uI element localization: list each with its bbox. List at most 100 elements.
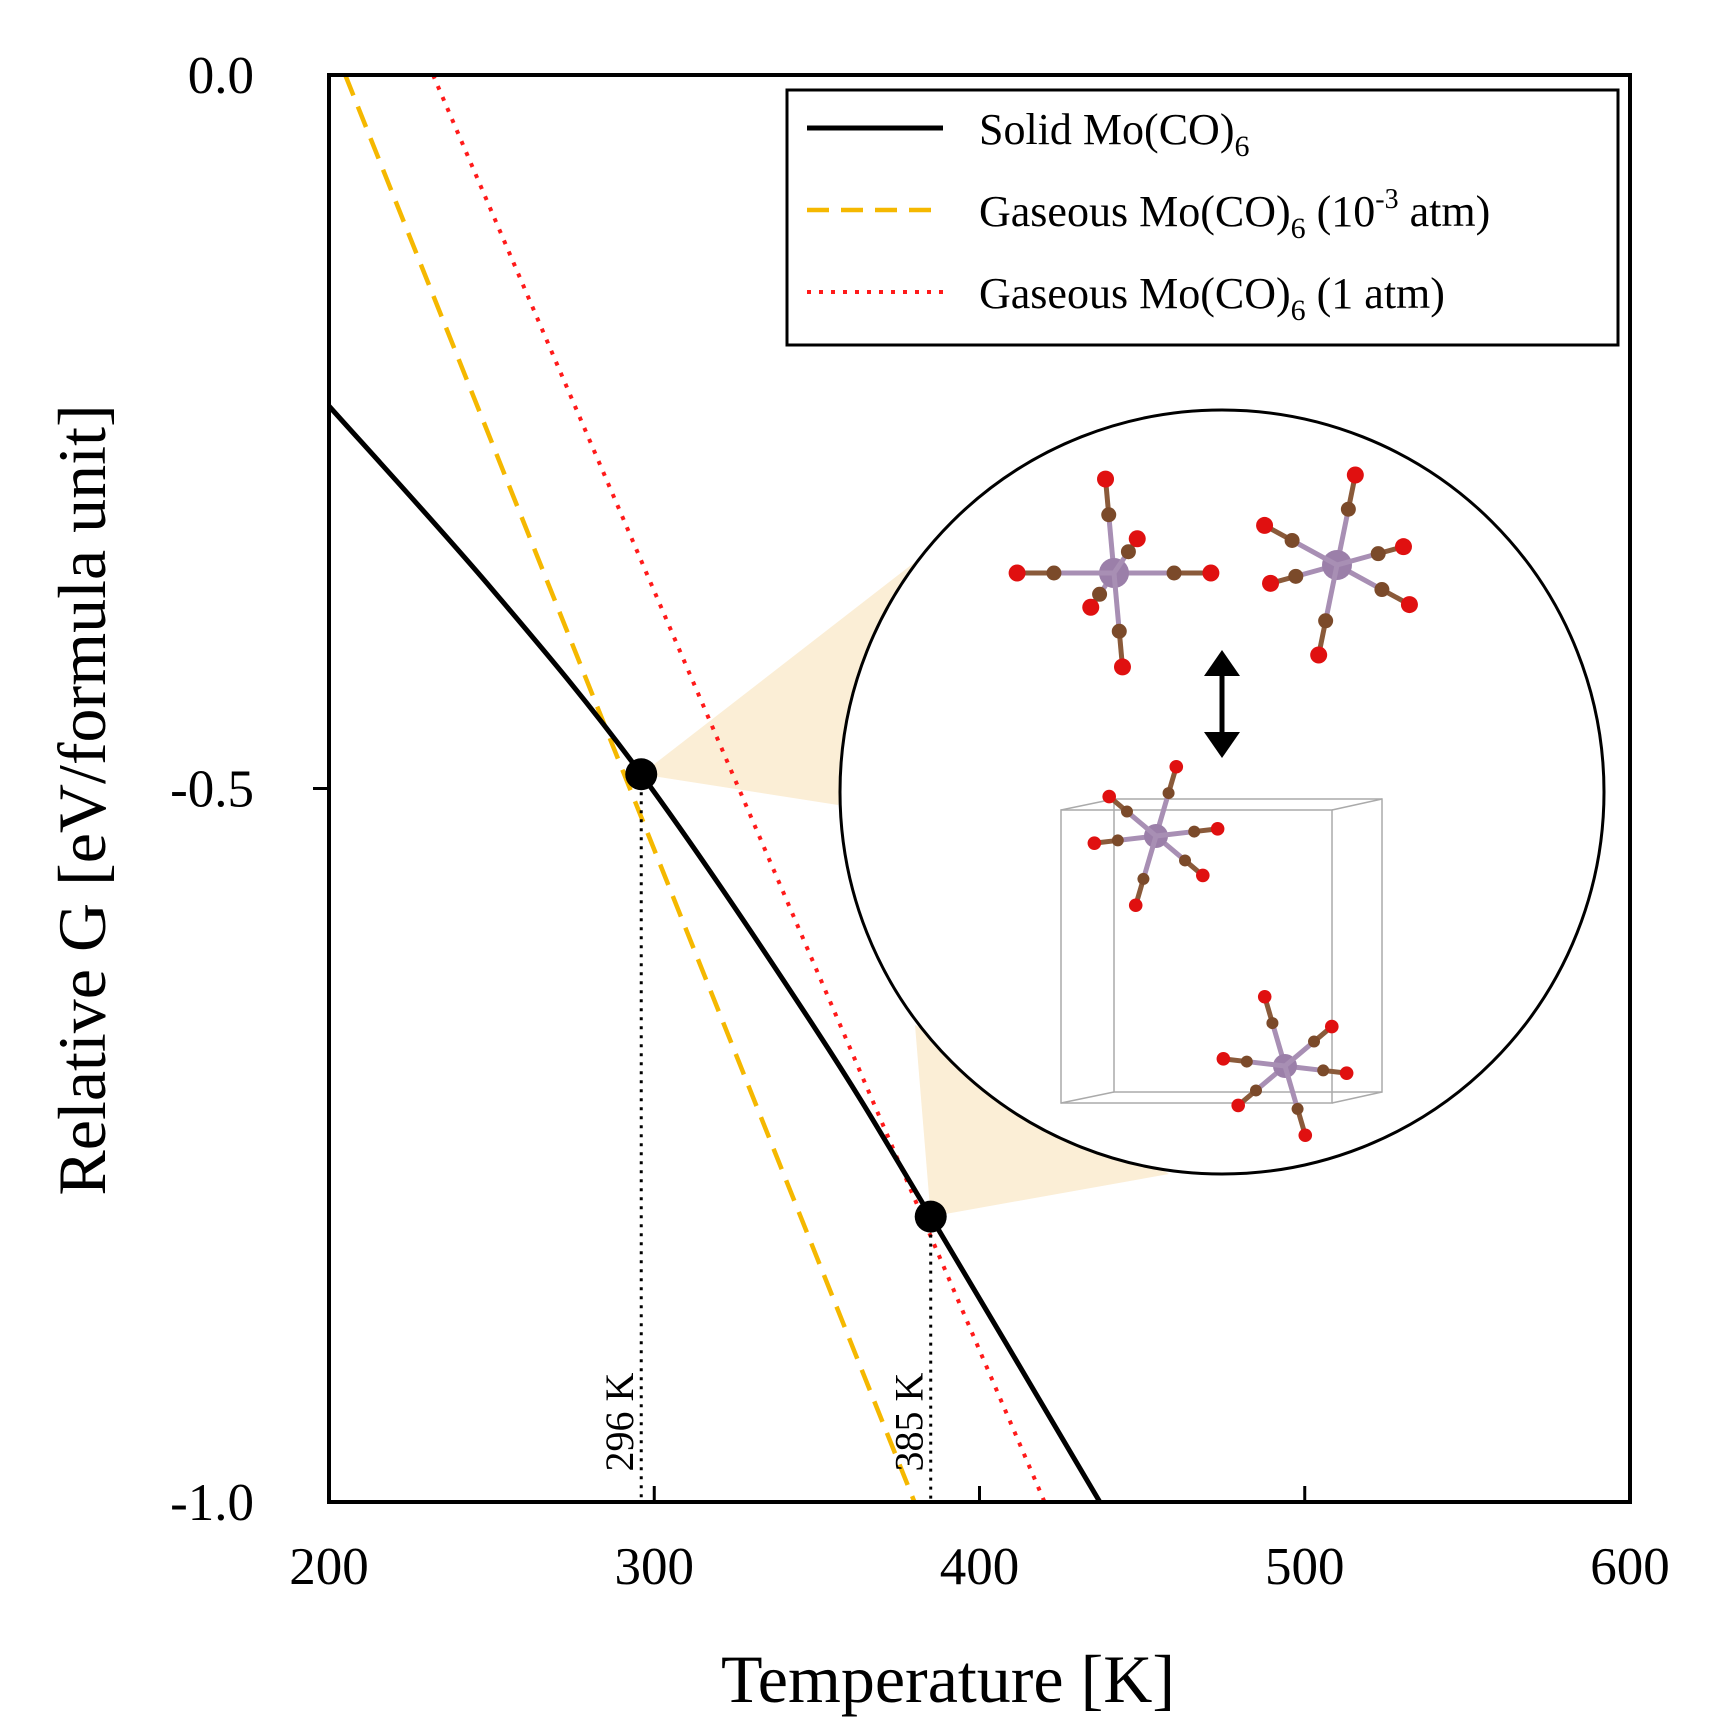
oxygen-atom xyxy=(1346,466,1364,484)
mo-c-bond xyxy=(1282,1065,1300,1110)
legend-label-part: (10 xyxy=(1306,187,1376,236)
carbon-atom xyxy=(1370,546,1386,562)
oxygen-atom xyxy=(1113,658,1131,676)
legend-label-part: Solid Mo(CO) xyxy=(979,105,1234,154)
x-tick-label: 500 xyxy=(1265,1538,1345,1596)
transition-markers: 296 K 385 K xyxy=(597,758,947,1502)
x-tick-label: 600 xyxy=(1590,1538,1670,1596)
oxygen-atom xyxy=(1257,989,1272,1004)
y-tick-label: -1.0 xyxy=(170,1474,254,1532)
carbon-atom xyxy=(1284,532,1300,548)
carbon-atom xyxy=(1162,787,1175,800)
mo-c-bond xyxy=(1283,1039,1316,1068)
mo-c-bond xyxy=(1246,1059,1286,1069)
oxygen-atom xyxy=(1102,789,1117,804)
legend-label: Solid Mo(CO)6 xyxy=(979,105,1249,163)
carbon-atom xyxy=(1111,834,1124,847)
oxygen-atom xyxy=(1394,538,1412,556)
oxygen-atom xyxy=(1128,530,1146,548)
oxygen-atom xyxy=(1082,598,1100,616)
oxygen-atom xyxy=(1324,1019,1339,1034)
x-tick-label: 200 xyxy=(289,1538,369,1596)
oxygen-atom xyxy=(1195,868,1210,883)
series-layer xyxy=(327,74,1102,1504)
mo-co6-molecule xyxy=(1087,759,1225,913)
oxygen-atom xyxy=(1087,836,1102,850)
legend-label: Gaseous Mo(CO)6 (10-3 atm) xyxy=(979,184,1490,245)
x-axis-label: Temperature [K] xyxy=(721,1641,1175,1717)
oxygen-atom xyxy=(1339,1066,1354,1080)
carbon-atom xyxy=(1317,1064,1330,1077)
oxygen-atom xyxy=(1298,1128,1313,1143)
x-tick-label: 400 xyxy=(940,1538,1020,1596)
axis-ticks: 200 300 400 500 600 0.0 -0.5 -1.0 xyxy=(170,47,1670,1596)
carbon-atom xyxy=(1266,1017,1279,1030)
legend-label-part: (1 atm) xyxy=(1306,269,1445,318)
legend-label-part: -3 xyxy=(1375,184,1398,215)
legend-label-part: atm) xyxy=(1399,187,1491,236)
mo-c-bond xyxy=(1155,829,1195,839)
oxygen-atom xyxy=(1216,1052,1231,1066)
series-line-solid xyxy=(327,404,1102,1504)
legend-label: Gaseous Mo(CO)6 (1 atm) xyxy=(979,269,1445,327)
carbon-atom xyxy=(1179,854,1192,867)
mo-c-bond xyxy=(1125,809,1158,838)
transition-point xyxy=(625,758,658,791)
oxygen-atom xyxy=(1256,516,1274,534)
carbon-atom xyxy=(1291,1102,1304,1115)
oxygen-atom xyxy=(1310,646,1328,664)
carbon-atom xyxy=(1188,825,1201,838)
y-axis-label: Relative G [eV/formula unit] xyxy=(44,404,120,1195)
oxygen-atom xyxy=(1400,596,1418,614)
carbon-atom xyxy=(1340,501,1356,517)
legend-label-part: Gaseous Mo(CO) xyxy=(979,269,1291,318)
double-arrow-icon xyxy=(1204,650,1240,758)
series-line-dashed xyxy=(343,74,917,1503)
carbon-atom xyxy=(1288,568,1304,584)
y-tick-label: -0.5 xyxy=(170,761,254,819)
mo-c-bond xyxy=(1290,538,1339,568)
carbon-atom xyxy=(1249,1084,1262,1097)
mo-c-bond xyxy=(1111,572,1122,632)
oxygen-atom xyxy=(1097,470,1115,488)
oxygen-atom xyxy=(1202,564,1220,582)
y-tick-label: 0.0 xyxy=(188,47,254,105)
carbon-atom xyxy=(1101,507,1117,523)
mo-co6-molecule xyxy=(1216,989,1354,1143)
mo-co6-molecule xyxy=(1008,470,1220,676)
legend-label-part: 6 xyxy=(1291,212,1306,245)
oxygen-atom xyxy=(1210,822,1225,836)
unit-cell-box xyxy=(1060,798,1383,1104)
transition-label: 296 K xyxy=(597,1372,642,1471)
x-tick-label: 300 xyxy=(615,1538,695,1596)
oxygen-atom xyxy=(1128,898,1143,913)
carbon-atom xyxy=(1137,872,1150,885)
carbon-atom xyxy=(1166,565,1182,581)
carbon-atom xyxy=(1318,613,1334,629)
inset-molecule-illustration xyxy=(838,408,1606,1176)
carbon-atom xyxy=(1120,805,1133,818)
oxygen-atom xyxy=(1169,759,1184,774)
carbon-atom xyxy=(1374,582,1390,598)
oxygen-atom xyxy=(1231,1098,1246,1113)
carbon-atom xyxy=(1240,1055,1253,1068)
mo-c-bond xyxy=(1323,564,1340,622)
carbon-atom xyxy=(1308,1035,1321,1048)
molecules xyxy=(1008,466,1418,1143)
carbon-atom xyxy=(1120,544,1136,560)
oxygen-atom xyxy=(1262,574,1280,592)
carbon-atom xyxy=(1092,586,1108,602)
legend-label-part: 6 xyxy=(1234,130,1249,163)
transition-label: 385 K xyxy=(887,1372,932,1471)
transition-point xyxy=(914,1200,947,1233)
carbon-atom xyxy=(1111,623,1127,639)
oxygen-atom xyxy=(1008,564,1026,582)
mo-co6-molecule xyxy=(1256,466,1418,664)
carbon-atom xyxy=(1046,565,1062,581)
legend-label-part: Gaseous Mo(CO) xyxy=(979,187,1291,236)
legend-label-part: 6 xyxy=(1291,294,1306,327)
mo-c-bond xyxy=(1141,835,1159,880)
legend-box xyxy=(785,88,1620,347)
